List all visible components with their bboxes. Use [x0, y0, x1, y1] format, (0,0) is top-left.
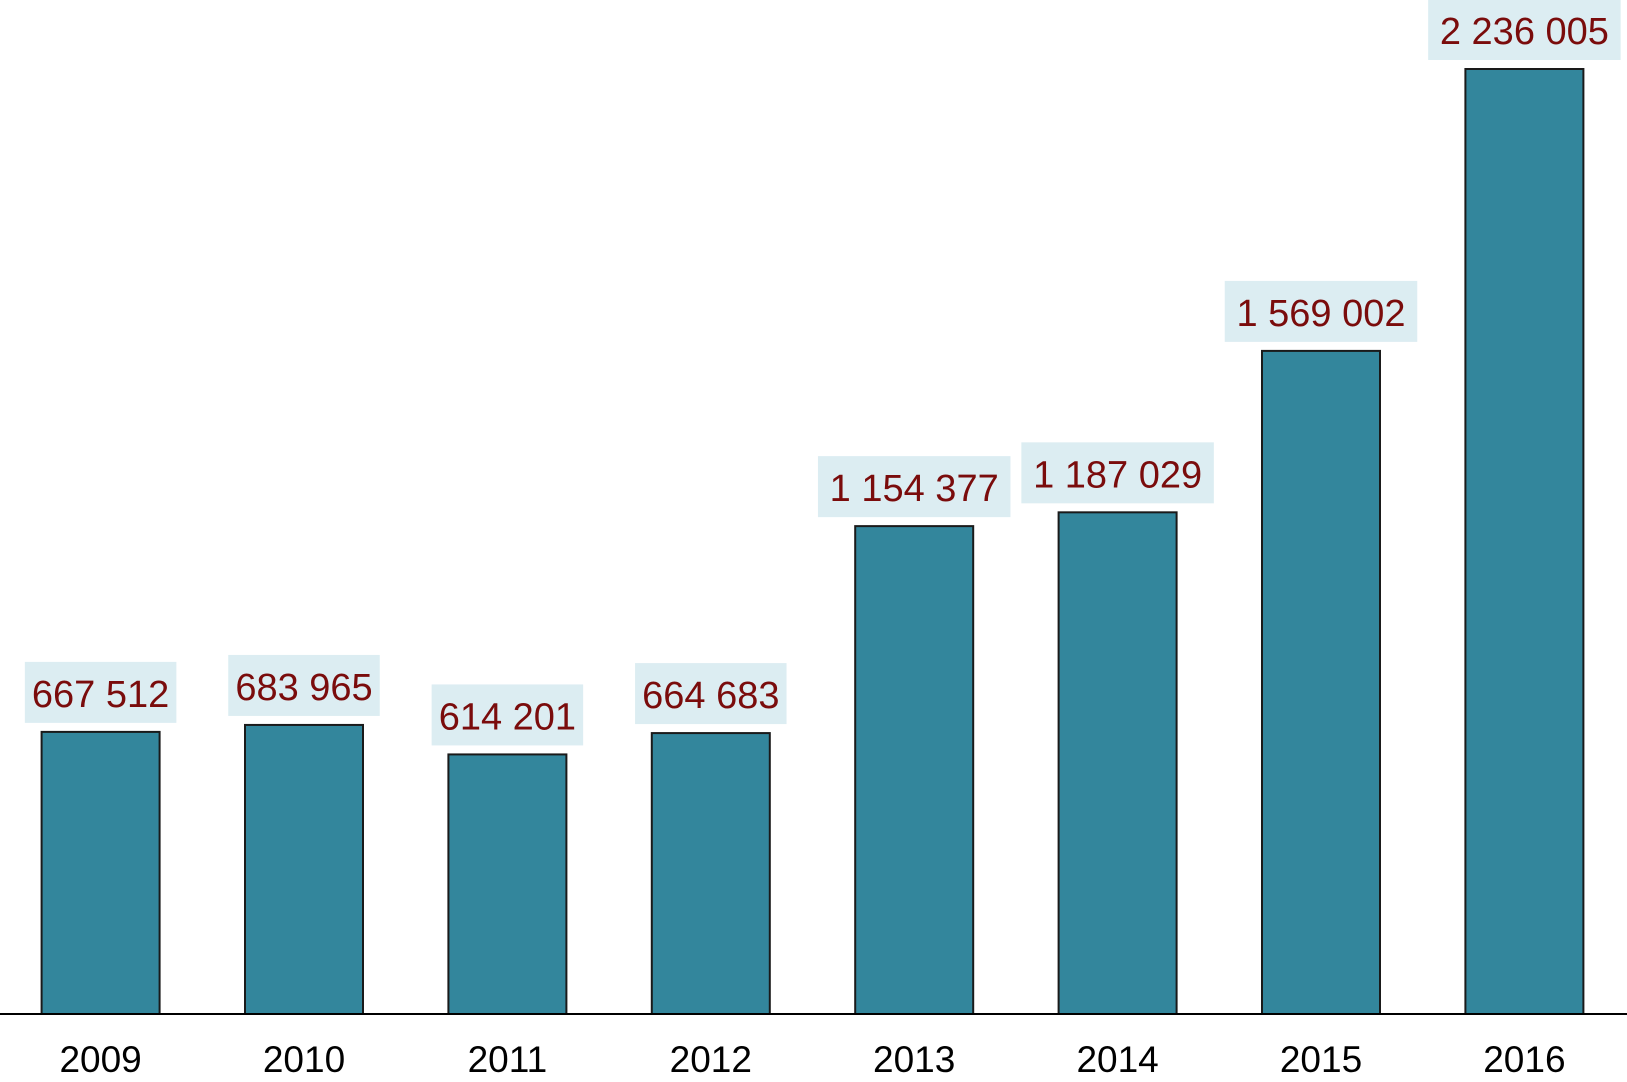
data-label-2011: 614 201 [439, 696, 576, 738]
data-label-bg-2016 [1428, 0, 1621, 60]
x-tick-2012: 2012 [670, 1039, 752, 1080]
data-label-bg-2011 [431, 684, 584, 746]
data-label-2012: 664 683 [642, 675, 779, 717]
data-label-2016: 2 236 005 [1440, 11, 1609, 53]
bar-2011 [447, 753, 568, 1016]
x-tick-2016: 2016 [1483, 1039, 1565, 1080]
x-tick-2009: 2009 [59, 1039, 141, 1080]
data-label-bg-2015 [1224, 280, 1418, 342]
data-label-bg-2009 [24, 661, 177, 723]
bars: 667 512 683 965 614 201 664 683 1 154 377 1 1… [24, 0, 1621, 1016]
bar-2012 [650, 732, 771, 1016]
x-tick-2011: 2011 [468, 1039, 548, 1080]
x-tick-2013: 2013 [873, 1039, 955, 1080]
bar-2016 [1464, 68, 1585, 1015]
data-label-bg-2013 [817, 456, 1011, 518]
data-label-2014: 1 187 029 [1033, 454, 1202, 496]
data-label-bg-2012 [635, 663, 787, 725]
x-tick-labels: 2009 2010 2011 2012 2013 2014 2015 2016 [59, 1039, 1565, 1080]
data-label-2013: 1 154 377 [830, 468, 999, 510]
data-label-bg-2014 [1021, 442, 1214, 504]
x-tick-2014: 2014 [1076, 1039, 1158, 1080]
bar-2010 [244, 723, 364, 1015]
data-label-bg-2010 [228, 654, 380, 716]
x-tick-2010: 2010 [263, 1039, 345, 1080]
bar-2014 [1057, 511, 1178, 1015]
data-label-2015: 1 569 002 [1236, 293, 1405, 335]
bar-2009 [40, 730, 161, 1016]
data-label-2009: 667 512 [32, 674, 169, 716]
x-tick-2015: 2015 [1280, 1039, 1362, 1080]
bar-2013 [854, 525, 975, 1015]
data-label-2010: 683 965 [235, 667, 372, 709]
bar-2015 [1261, 349, 1381, 1015]
